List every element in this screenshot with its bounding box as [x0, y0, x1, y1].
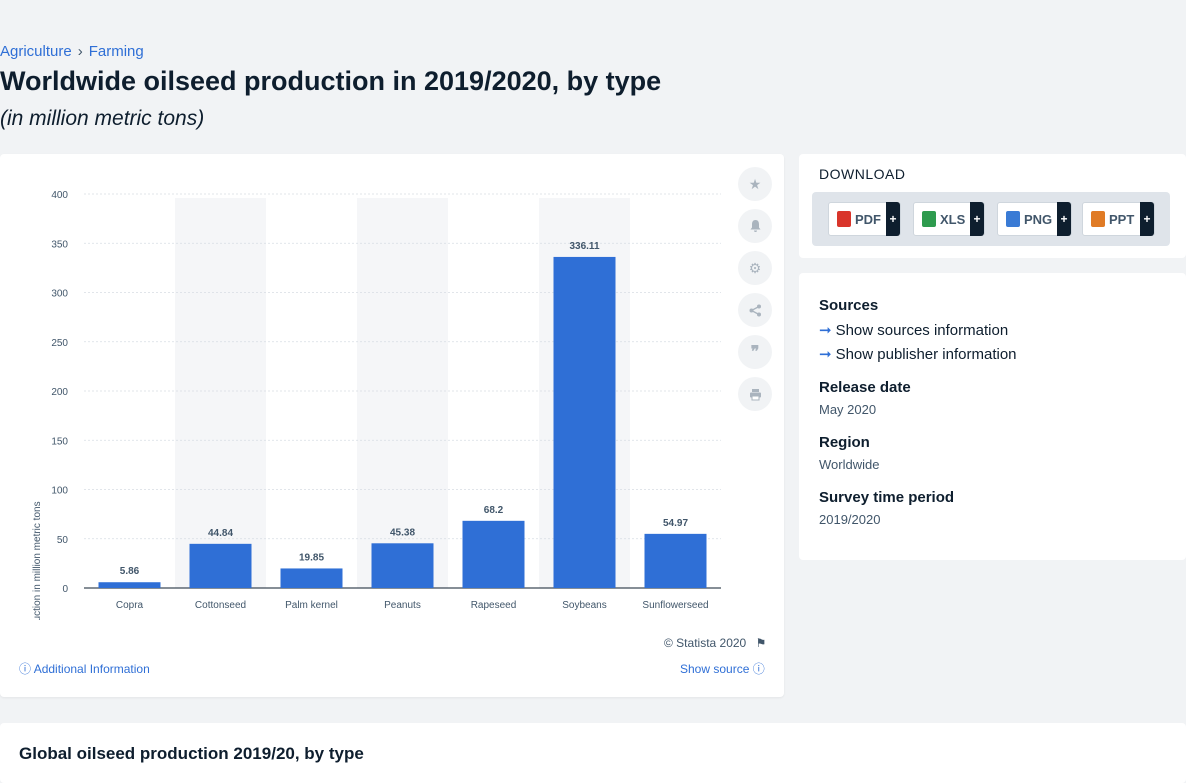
y-tick-label: 150 [51, 436, 68, 447]
top-bar [0, 0, 1186, 36]
copyright-text: © Statista 2020 [664, 636, 747, 650]
quote-icon[interactable]: ❞ [738, 335, 772, 369]
bar[interactable] [280, 568, 343, 588]
y-tick-label: 250 [51, 338, 68, 349]
star-icon[interactable]: ★ [738, 167, 772, 201]
show-source-link[interactable]: Show source ⓘ [680, 660, 765, 677]
sources-heading: Sources [819, 297, 879, 314]
pdf-icon [837, 211, 851, 227]
show-sources-label: Show sources information [835, 322, 1009, 339]
additional-information-label: Additional Information [33, 662, 150, 676]
png-icon [1006, 211, 1020, 227]
x-tick-label: Cottonseed [195, 600, 246, 611]
data-label: 54.97 [663, 518, 688, 529]
bar[interactable] [462, 520, 525, 588]
additional-information-link[interactable]: ⓘ Additional Information [19, 660, 150, 677]
breadcrumb: Agriculture › Farming [0, 43, 144, 60]
y-tick-label: 300 [51, 289, 68, 300]
bell-icon[interactable] [738, 209, 772, 243]
pdf-label: PDF [855, 211, 881, 227]
x-tick-label: Copra [116, 600, 144, 611]
y-tick-label: 100 [51, 486, 68, 497]
related-chart-title[interactable]: Global oilseed production 2019/20, by ty… [19, 744, 364, 763]
png-label: PNG [1024, 211, 1053, 227]
bar[interactable] [189, 543, 252, 588]
show-publisher-link[interactable]: ➞ Show publisher information [819, 345, 1017, 363]
page-subtitle: (in million metric tons) [0, 107, 205, 130]
data-label: 68.2 [484, 505, 504, 516]
survey-period-value: 2019/2020 [819, 512, 881, 527]
download-png-button[interactable]: PNG + [997, 202, 1072, 236]
download-pdf-button[interactable]: PDF + [828, 202, 901, 236]
chart-bars [98, 256, 707, 588]
plus-icon[interactable]: + [970, 202, 984, 236]
survey-period-heading: Survey time period [819, 489, 955, 506]
bar-chart: 0 50 100 150 200 250 300 350 400 5.86 Copra 44.84 Co… [32, 190, 721, 620]
y-tick-label: 200 [51, 387, 68, 398]
y-axis-label: Production in million metric tons [32, 501, 43, 620]
data-label: 336.11 [569, 241, 599, 252]
column-shade [357, 198, 448, 588]
chart-copyright: © Statista 2020 ⚑ [664, 636, 766, 650]
show-source-label: Show source [680, 662, 750, 676]
data-label: 5.86 [120, 566, 140, 577]
ppt-label: PPT [1109, 211, 1135, 227]
chart-labels: 0 50 100 150 200 250 300 350 400 5.86 Copra 44.84 Co… [51, 190, 708, 611]
data-label: 44.84 [208, 528, 233, 539]
y-tick-label: 400 [51, 190, 68, 201]
plus-icon[interactable]: + [1057, 202, 1071, 236]
data-label: 19.85 [299, 552, 324, 563]
x-tick-label: Soybeans [562, 600, 606, 611]
region-value: Worldwide [819, 457, 880, 472]
download-title: DOWNLOAD [819, 166, 906, 182]
ppt-icon [1091, 211, 1105, 227]
x-tick-label: Peanuts [384, 600, 421, 611]
x-tick-label: Sunflowerseed [642, 600, 708, 611]
download-ppt-button[interactable]: PPT + [1082, 202, 1155, 236]
bar[interactable] [98, 582, 161, 588]
arrow-right-icon: ➞ [819, 322, 832, 339]
plus-icon[interactable]: + [1140, 202, 1154, 236]
flag-icon[interactable]: ⚑ [755, 636, 767, 650]
gear-icon[interactable]: ⚙ [738, 251, 772, 285]
plus-icon[interactable]: + [886, 202, 900, 236]
y-tick-label: 50 [57, 535, 69, 546]
data-label: 45.38 [390, 527, 415, 538]
region-heading: Region [819, 434, 870, 451]
column-shade [175, 198, 266, 588]
breadcrumb-farming[interactable]: Farming [88, 43, 144, 60]
print-icon[interactable] [738, 377, 772, 411]
bar[interactable] [371, 543, 434, 588]
breadcrumb-agriculture[interactable]: Agriculture [0, 43, 72, 60]
share-icon[interactable] [738, 293, 772, 327]
release-date-heading: Release date [819, 379, 911, 396]
page-title: Worldwide oilseed production in 2019/202… [0, 66, 662, 96]
info-card [799, 273, 1186, 560]
bar[interactable] [553, 256, 616, 588]
breadcrumb-separator: › [77, 43, 83, 60]
info-icon: ⓘ [19, 662, 32, 676]
show-publisher-label: Show publisher information [835, 346, 1017, 363]
download-xls-button[interactable]: XLS + [913, 202, 985, 236]
x-tick-label: Palm kernel [285, 600, 338, 611]
y-tick-label: 350 [51, 239, 68, 250]
release-date-value: May 2020 [819, 402, 877, 417]
arrow-right-icon: ➞ [819, 346, 832, 363]
info-icon: ⓘ [752, 662, 765, 676]
x-tick-label: Rapeseed [471, 600, 517, 611]
xls-icon [922, 211, 936, 227]
show-sources-link[interactable]: ➞ Show sources information [819, 321, 1008, 339]
y-tick-label: 0 [62, 584, 68, 595]
xls-label: XLS [940, 211, 966, 227]
bar[interactable] [644, 533, 707, 588]
